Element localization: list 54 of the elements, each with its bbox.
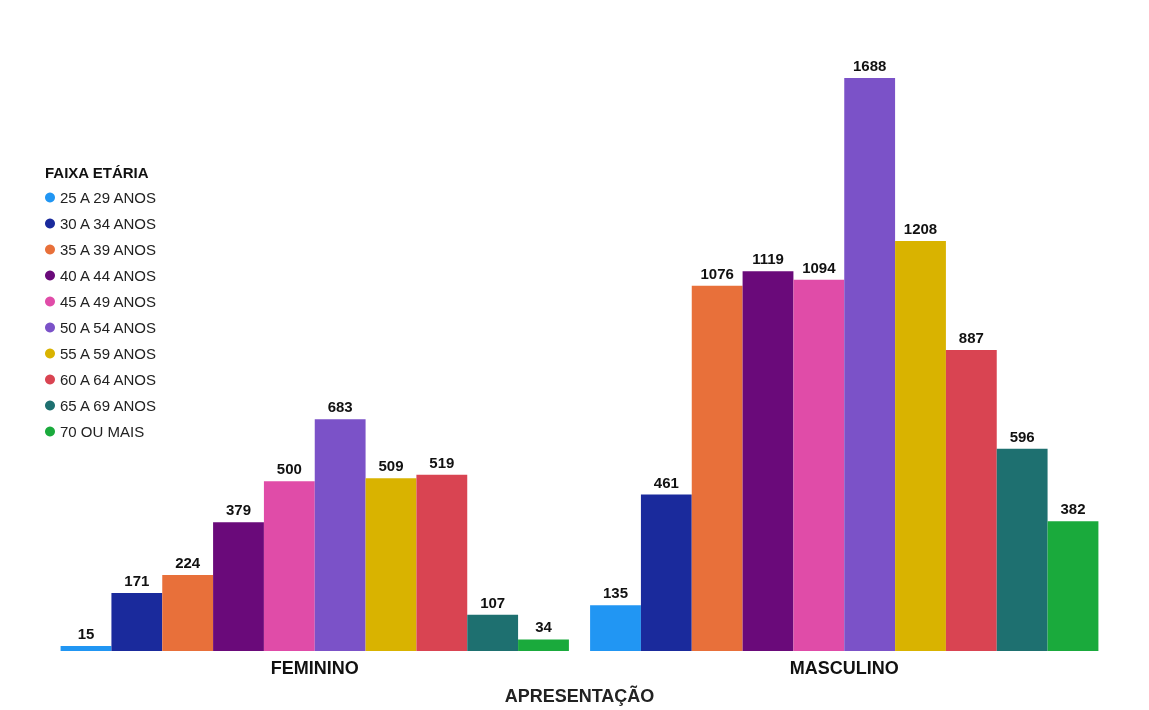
bar (1047, 521, 1099, 651)
data-label: 1688 (852, 57, 887, 75)
data-label: 382 (1060, 500, 1086, 518)
bar (314, 419, 366, 651)
legend-title: FAIXA ETÁRIA (45, 164, 149, 181)
legend-label: 25 A 29 ANOS (60, 189, 156, 206)
bar (162, 574, 214, 651)
bar (365, 478, 417, 651)
legend-label: 50 A 54 ANOS (60, 319, 156, 336)
legend-label: 55 A 59 ANOS (60, 345, 156, 362)
bar (945, 349, 997, 651)
legend-label: 60 A 64 ANOS (60, 371, 156, 388)
data-label: 379 (225, 501, 252, 519)
data-label: 887 (958, 328, 984, 346)
data-label: 519 (429, 453, 455, 471)
bar (742, 271, 794, 651)
data-label: 15 (77, 624, 95, 642)
bar (844, 78, 896, 651)
bar (691, 285, 743, 651)
bar (467, 614, 519, 651)
data-label: 224 (175, 553, 201, 571)
data-label: 683 (327, 398, 353, 416)
data-label: 171 (124, 571, 150, 589)
bar (895, 240, 946, 651)
bar (518, 639, 569, 651)
data-label: 500 (276, 460, 302, 478)
data-label: 596 (1009, 427, 1035, 445)
bar (416, 474, 468, 651)
x-axis-title: APRESENTAÇÃO (504, 685, 655, 706)
bar (213, 522, 264, 651)
data-label: 34 (535, 618, 553, 636)
x-tick-label: FEMININO (270, 658, 359, 678)
bar (640, 494, 692, 651)
legend-label: 35 A 39 ANOS (60, 241, 156, 258)
legend-label: 70 OU MAIS (60, 423, 145, 440)
bar (111, 592, 163, 651)
data-label: 1208 (903, 219, 938, 237)
bar (996, 448, 1048, 651)
data-label: 461 (653, 473, 679, 491)
bar (590, 605, 641, 651)
bar (793, 279, 845, 651)
data-label: 107 (480, 593, 506, 611)
legend-label: 40 A 44 ANOS (60, 267, 156, 284)
data-label: 1094 (802, 258, 837, 276)
data-label: 135 (602, 584, 629, 602)
data-label: 1119 (752, 250, 784, 268)
data-label: 1076 (700, 264, 734, 282)
bar (263, 481, 315, 651)
legend-label: 65 A 69 ANOS (60, 397, 156, 414)
x-tick-label: MASCULINO (789, 658, 899, 678)
legend-label: 30 A 34 ANOS (60, 215, 156, 232)
data-label: 509 (378, 457, 404, 475)
legend-label: 45 A 49 ANOS (60, 293, 156, 310)
bar (60, 645, 112, 651)
